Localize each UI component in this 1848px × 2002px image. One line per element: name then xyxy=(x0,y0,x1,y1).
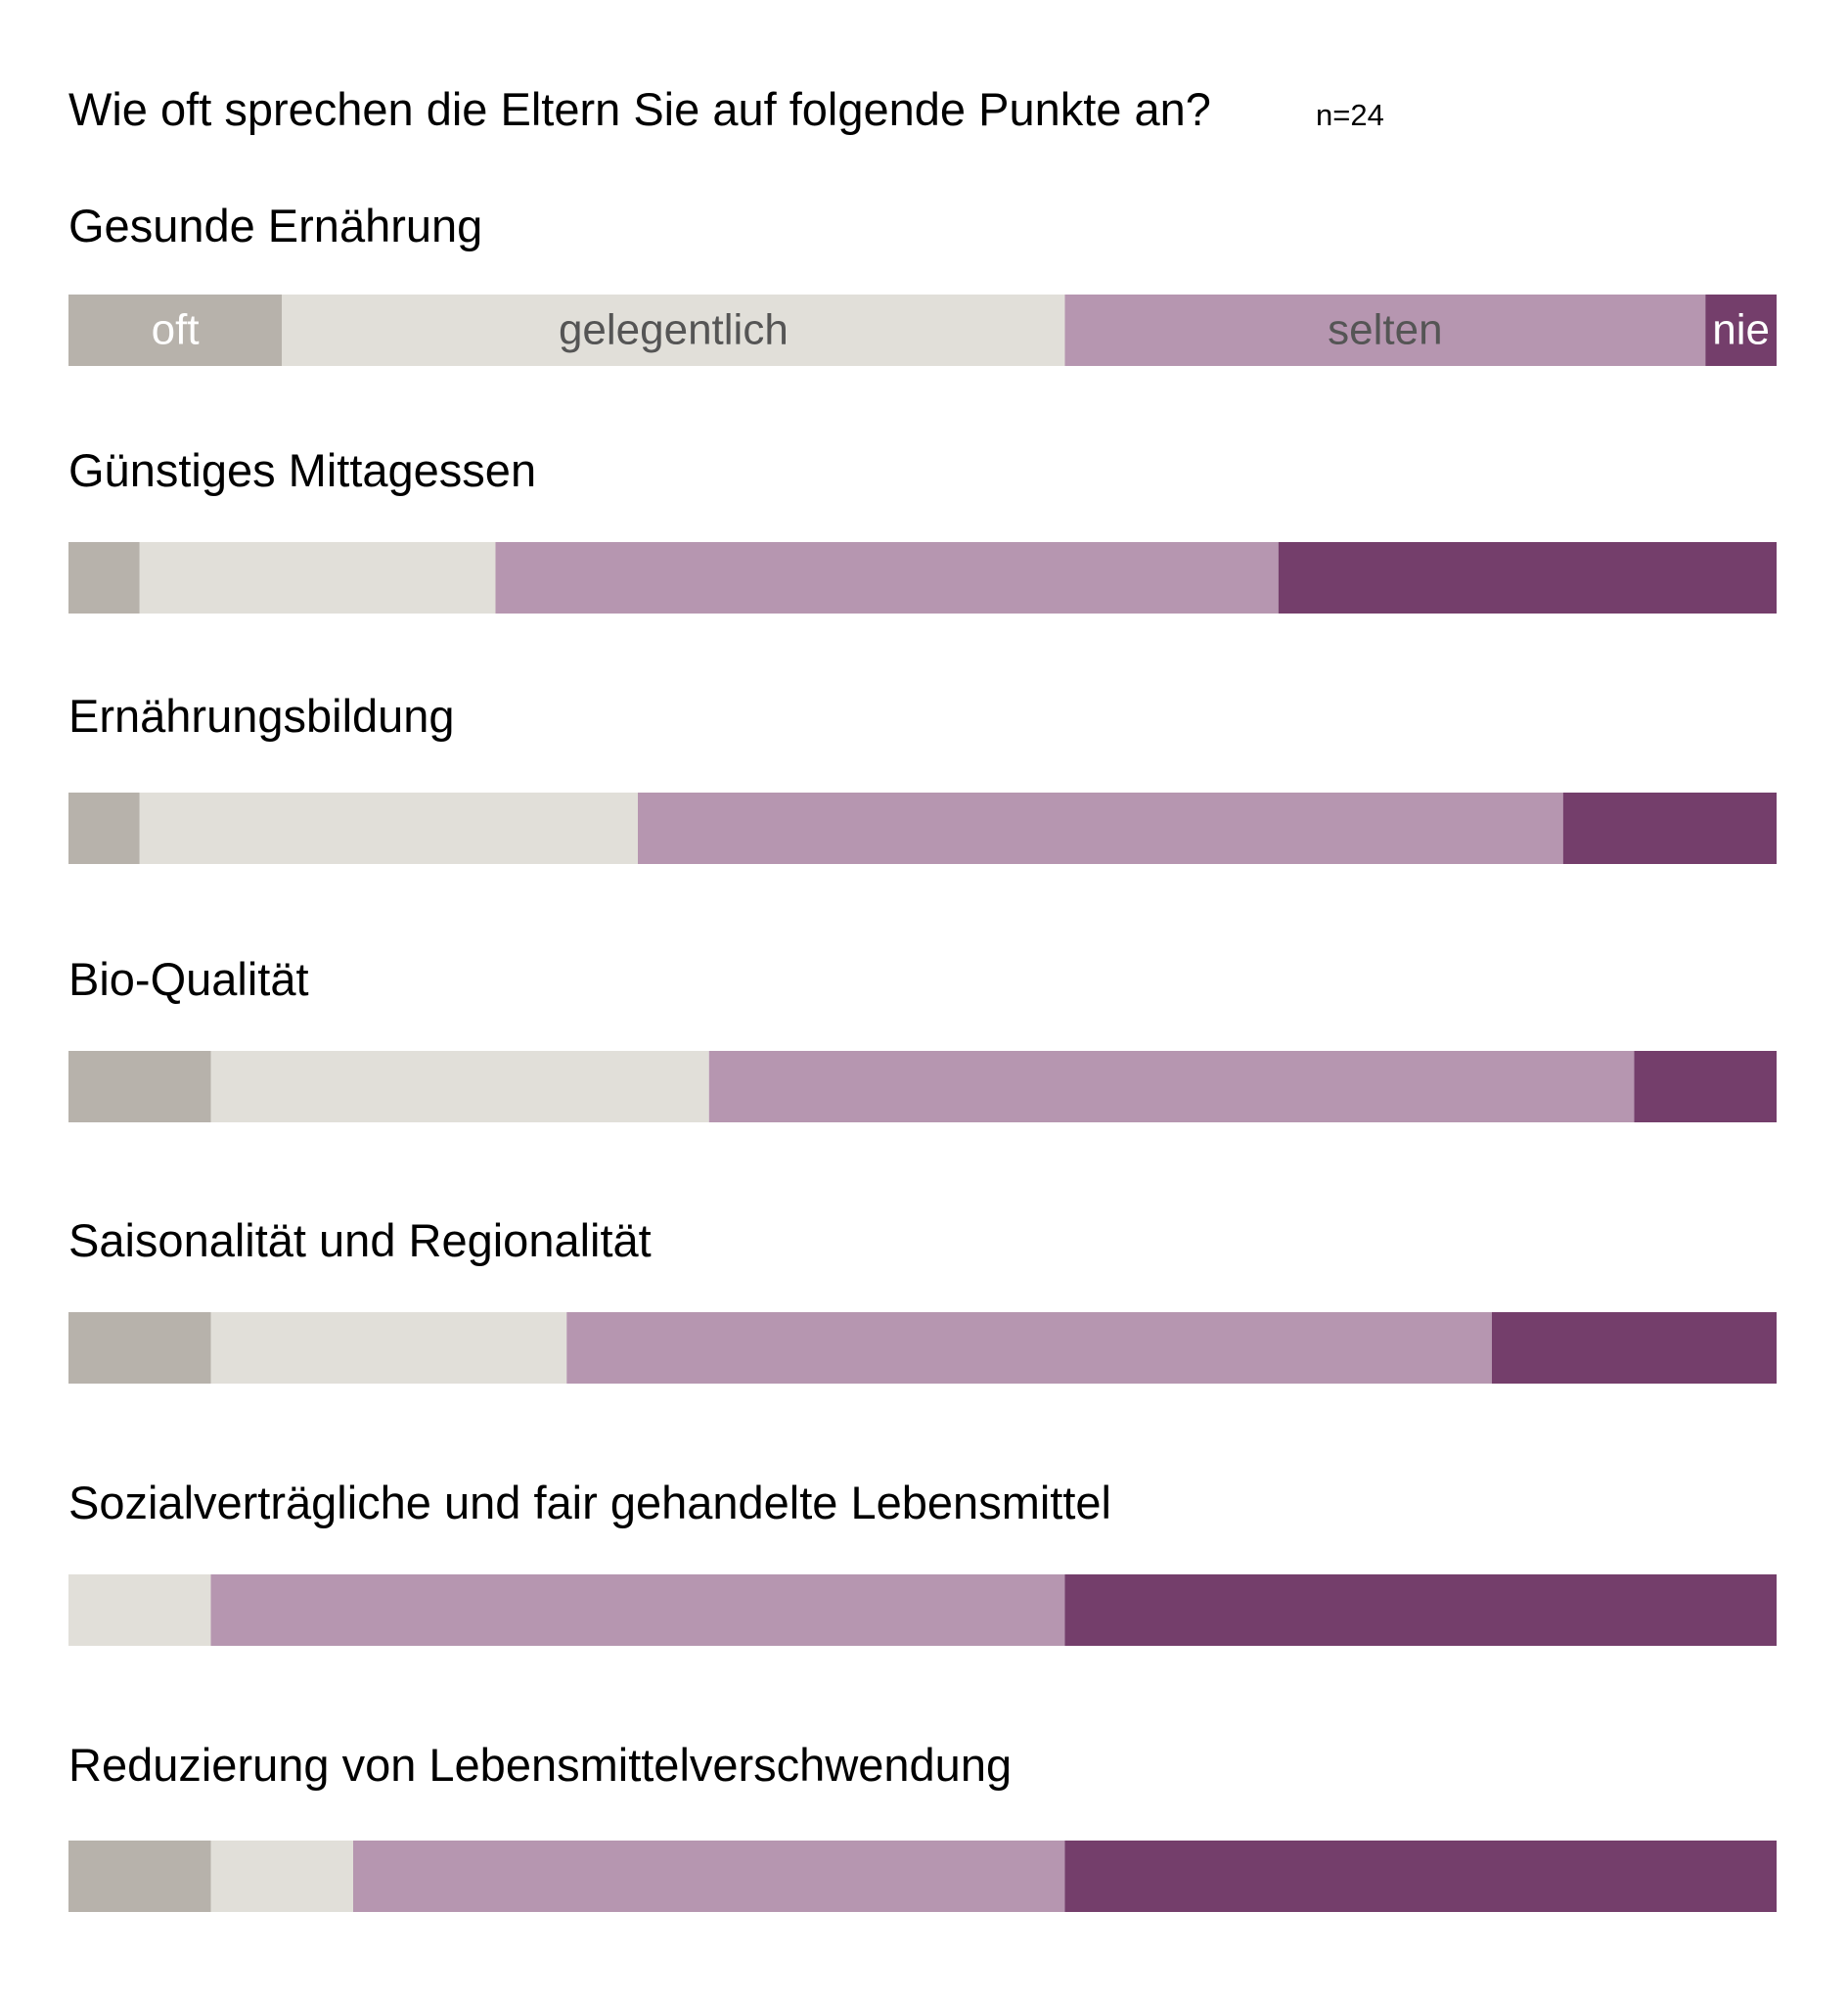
bar-row: Reduzierung von Lebensmittelverschwendun… xyxy=(68,1739,1777,1912)
category-label: Ernährungsbildung xyxy=(68,690,455,742)
bar-rows: Gesunde Ernährung oft gelegentlich selten ni… xyxy=(68,200,1777,1912)
bar-row: Bio-Qualität xyxy=(68,953,1777,1122)
segment-label: selten xyxy=(1328,306,1442,354)
bar-segment-gelegentlich xyxy=(139,793,638,864)
sample-size-note: n=24 xyxy=(1316,98,1384,132)
bar-row: Sozialverträgliche und fair gehandelte L… xyxy=(68,1477,1777,1646)
category-label: Sozialverträgliche und fair gehandelte L… xyxy=(68,1477,1111,1528)
category-label: Reduzierung von Lebensmittelverschwendun… xyxy=(68,1739,1012,1791)
category-label: Gesunde Ernährung xyxy=(68,200,482,251)
category-label: Saisonalität und Regionalität xyxy=(68,1214,652,1266)
bar-segment-nie xyxy=(1278,542,1777,614)
bar-segment-gelegentlich xyxy=(210,1312,567,1384)
bar-segment-gelegentlich xyxy=(282,295,1065,366)
bar-segment-gelegentlich xyxy=(139,542,496,614)
bar-segment-gelegentlich xyxy=(68,1574,211,1646)
bar-row: Saisonalität und Regionalität xyxy=(68,1214,1777,1384)
bar-segment-nie xyxy=(1064,1841,1777,1912)
bar-segment-gelegentlich xyxy=(210,1051,709,1122)
bar-segment-selten xyxy=(708,1051,1635,1122)
segment-label: oft xyxy=(152,306,200,354)
bar-segment-nie xyxy=(1634,1051,1777,1122)
bar-segment-selten xyxy=(495,542,1279,614)
bar-segment-oft xyxy=(68,1841,211,1912)
bar-segment-oft xyxy=(68,295,283,366)
bar-segment-oft xyxy=(68,1312,211,1384)
bar-segment-nie xyxy=(1562,793,1777,864)
bar-segment-oft xyxy=(68,793,140,864)
category-label: Bio-Qualität xyxy=(68,953,309,1005)
bar-segment-selten xyxy=(210,1574,1065,1646)
bar-segment-oft xyxy=(68,1051,211,1122)
bar-segment-selten xyxy=(1064,295,1706,366)
bar-row: Ernährungsbildung xyxy=(68,690,1777,864)
bar-row: Gesunde Ernährung oft gelegentlich selten ni… xyxy=(68,200,1777,366)
bar-segment-nie xyxy=(1492,1312,1777,1384)
bar-segment-oft xyxy=(68,542,140,614)
category-label: Günstiges Mittagessen xyxy=(68,444,536,496)
bar-row: Günstiges Mittagessen xyxy=(68,444,1777,614)
bar-segment-selten xyxy=(353,1841,1065,1912)
chart-title: Wie oft sprechen die Eltern Sie auf folg… xyxy=(68,83,1211,135)
bar-segment-selten xyxy=(638,793,1563,864)
bar-segment-nie xyxy=(1705,295,1777,366)
bar-segment-selten xyxy=(566,1312,1492,1384)
segment-label: nie xyxy=(1712,306,1770,354)
bar-segment-nie xyxy=(1064,1574,1777,1646)
bar-segment-gelegentlich xyxy=(210,1841,353,1912)
segment-label: gelegentlich xyxy=(559,306,789,354)
